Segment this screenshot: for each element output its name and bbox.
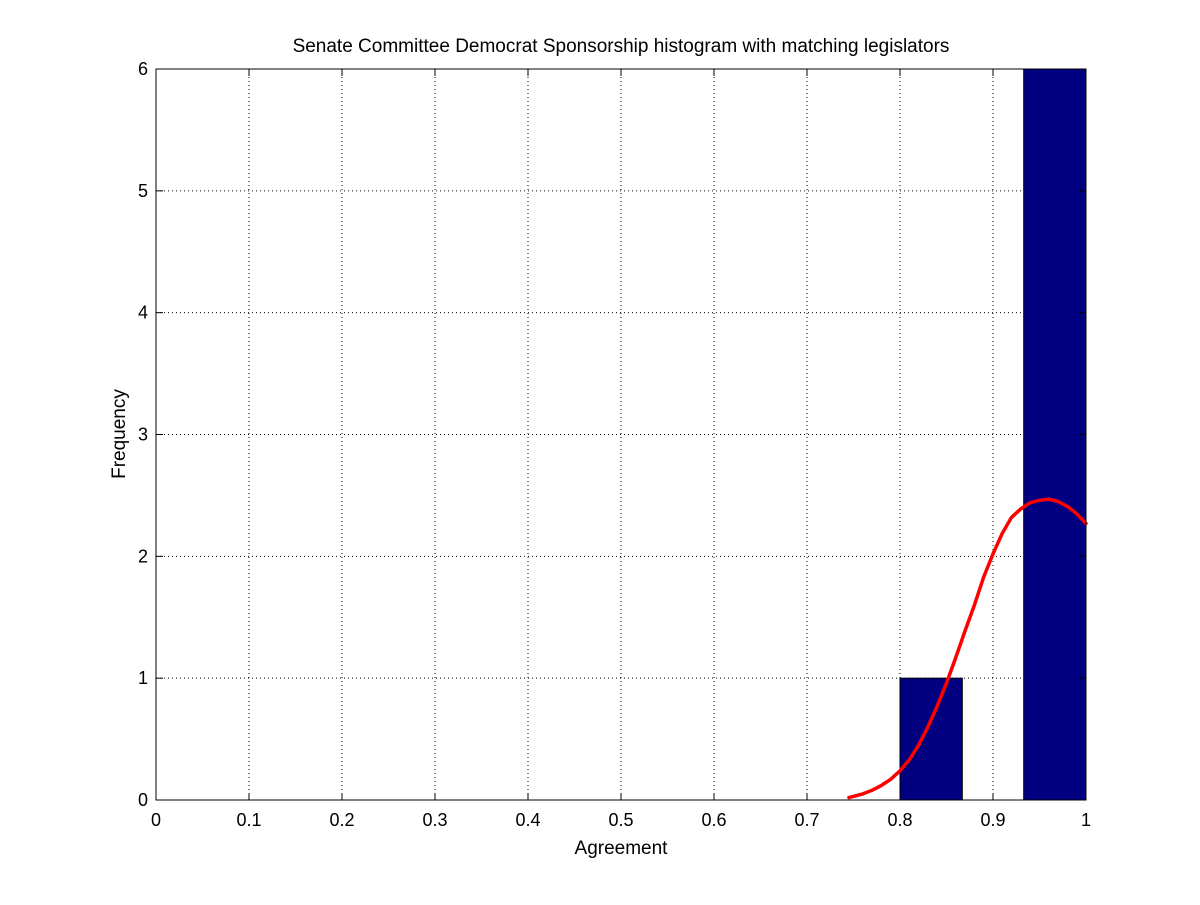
- y-tick-labels: 0 1 2 3 4 5 6: [138, 59, 148, 810]
- y-tick-label: 1: [138, 668, 148, 688]
- fit-curve: [847, 497, 1088, 800]
- x-tick-label: 0.3: [422, 810, 447, 830]
- x-tick-label: 1: [1081, 810, 1091, 830]
- y-tick-label: 2: [138, 546, 148, 566]
- y-axis-label: Frequency: [109, 389, 130, 479]
- x-tick-labels: 0 0.1 0.2 0.3 0.4 0.5 0.6 0.7 0.8 0.9 1: [151, 810, 1091, 830]
- x-tick-label: 0.7: [794, 810, 819, 830]
- histogram-bar: [1023, 68, 1087, 801]
- x-tick-label: 0.4: [515, 810, 540, 830]
- y-tick-label: 3: [138, 425, 148, 445]
- grid-lines: [156, 69, 1086, 800]
- x-axis-label: Agreement: [575, 838, 669, 859]
- x-tick-label: 0.2: [329, 810, 354, 830]
- y-tick-label: 0: [138, 790, 148, 810]
- x-tick-label: 0: [151, 810, 161, 830]
- histogram-bar: [899, 677, 963, 801]
- x-tick-label: 0.6: [701, 810, 726, 830]
- y-tick-label: 6: [138, 59, 148, 79]
- x-tick-label: 0.8: [887, 810, 912, 830]
- y-tick-label: 5: [138, 181, 148, 201]
- tick-marks: [155, 68, 1087, 801]
- x-tick-label: 0.5: [608, 810, 633, 830]
- chart-title: Senate Committee Democrat Sponsorship hi…: [293, 36, 950, 57]
- x-tick-label: 0.9: [980, 810, 1005, 830]
- x-tick-label: 0.1: [236, 810, 261, 830]
- y-tick-label: 4: [138, 303, 148, 323]
- fit-curve-group: [847, 497, 1088, 800]
